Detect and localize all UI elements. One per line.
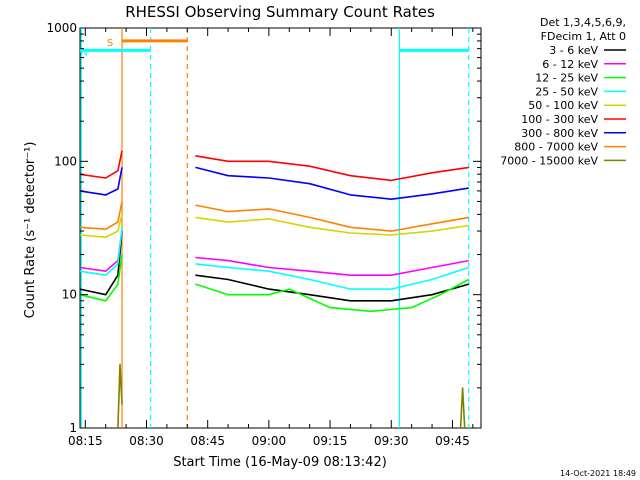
series-line <box>79 201 123 230</box>
y-tick-label: 1 <box>69 421 77 435</box>
series-group <box>79 150 470 429</box>
series-line <box>79 254 123 302</box>
chart-title: RHESSI Observing Summary Count Rates <box>125 3 435 21</box>
vertical-markers <box>80 28 470 428</box>
series-line <box>195 166 469 200</box>
legend-label: 12 - 25 keV <box>535 72 598 85</box>
interval-label: N <box>80 47 87 58</box>
x-tick-label: 09:45 <box>435 434 470 448</box>
plot-frame <box>79 27 482 429</box>
series-line <box>79 231 123 296</box>
legend: Det 1,3,4,5,6,9, FDecim 1, Att 0 3 - 6 k… <box>500 16 626 167</box>
series-line <box>195 274 470 302</box>
series-line <box>79 150 123 179</box>
y-tick-label: 10 <box>62 288 77 302</box>
series-line <box>195 278 470 313</box>
legend-label: 100 - 300 keV <box>521 113 598 126</box>
x-tick-label: 09:00 <box>252 434 287 448</box>
series-line <box>79 227 123 277</box>
series-line <box>195 216 469 236</box>
series-line <box>117 363 123 429</box>
footer-timestamp: 14-Oct-2021 18:49 <box>560 469 636 478</box>
interval-bars: SN <box>80 38 469 58</box>
legend-label: 25 - 50 keV <box>535 85 598 98</box>
y-tick-label: 1000 <box>46 21 77 35</box>
series-line <box>195 204 469 232</box>
series-line <box>195 263 470 290</box>
x-tick-label: 09:30 <box>374 434 409 448</box>
x-tick-label: 08:45 <box>190 434 225 448</box>
legend-header-line-1: Det 1,3,4,5,6,9, <box>540 16 626 29</box>
legend-label: 300 - 800 keV <box>521 127 598 140</box>
x-tick-label: 08:30 <box>129 434 164 448</box>
interval-label: S <box>107 38 113 49</box>
x-axis-label: Start Time (16-May-09 08:13:42) <box>173 455 387 470</box>
x-tick-label: 09:15 <box>313 434 348 448</box>
series-line <box>79 214 123 238</box>
x-tick-label: 08:15 <box>68 434 103 448</box>
legend-label: 800 - 7000 keV <box>514 141 598 154</box>
series-line <box>79 167 123 196</box>
legend-label: 3 - 6 keV <box>549 44 598 57</box>
legend-label: 6 - 12 keV <box>542 58 598 71</box>
y-axis-ticks: 1 10 100 1000 <box>46 21 481 435</box>
x-axis-ticks: 08:15 08:30 08:45 09:00 09:15 09:30 09:45 <box>68 28 474 448</box>
legend-label: 7000 - 15000 keV <box>500 154 598 167</box>
series-line <box>195 256 469 277</box>
y-tick-label: 100 <box>54 154 77 168</box>
series-line <box>195 155 469 182</box>
series-line <box>459 387 466 429</box>
legend-label: 50 - 100 keV <box>528 99 598 112</box>
legend-header-line-2: FDecim 1, Att 0 <box>541 30 626 43</box>
y-axis-label: Count Rate (s⁻¹ detector⁻¹) <box>23 142 38 319</box>
